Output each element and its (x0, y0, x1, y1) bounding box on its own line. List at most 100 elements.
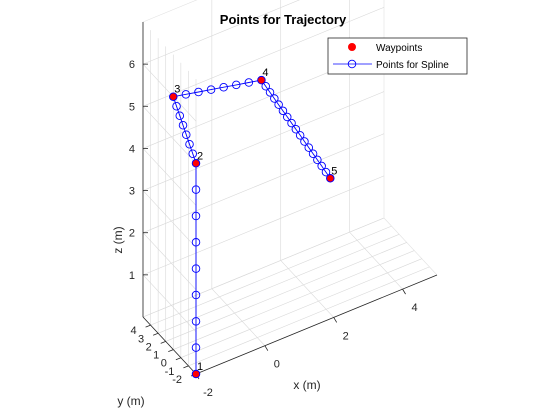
axes-layer (142, 22, 438, 375)
spline-point (300, 137, 309, 146)
z-tick-label: 1 (129, 270, 135, 282)
y-axis-label: y (m) (117, 394, 144, 408)
y-tick-label: 1 (153, 350, 159, 362)
y-tick-label: 0 (161, 358, 167, 370)
spline-line (172, 79, 331, 374)
waypoint-marker (169, 92, 178, 101)
y-tick-label: -2 (172, 374, 182, 386)
x-tick-mark (264, 345, 269, 351)
y-tick-mark (175, 357, 182, 361)
waypoint-marker (326, 174, 335, 183)
y-tick-mark (145, 324, 151, 328)
y-tick-mark (183, 365, 189, 369)
gridline-z (142, 0, 300, 65)
waypoint-marker (192, 159, 200, 168)
x-tick-label: -2 (203, 387, 213, 399)
gridline-x (211, 288, 266, 346)
gridline-x (349, 231, 403, 290)
waypoint-label: 4 (262, 67, 268, 79)
spline-point (219, 82, 228, 92)
waypoint-label: 3 (174, 84, 180, 96)
waypoint-label: 1 (197, 361, 203, 373)
z-tick-label: 2 (129, 228, 135, 240)
gridline-y (188, 266, 430, 367)
spline-point (308, 149, 318, 158)
gridline-y (180, 258, 422, 358)
spline-point (295, 131, 305, 140)
x-axis-line (195, 274, 438, 375)
gridline-z (142, 7, 385, 107)
spline-point (182, 130, 191, 140)
legend-waypoints-marker (347, 43, 356, 52)
spline-point (287, 118, 296, 128)
spline-point (191, 290, 201, 300)
box-edge (142, 0, 198, 23)
waypoint-label: 5 (331, 165, 337, 177)
spline-point (231, 80, 241, 90)
series-layer (169, 75, 335, 379)
spline-point (191, 185, 201, 194)
x-tick-label: 2 (343, 330, 349, 342)
waypoint-marker (192, 370, 200, 378)
z-axis-label: z (m) (111, 226, 125, 253)
x-tick-mark (402, 288, 406, 295)
gridline-z (142, 106, 197, 164)
waypoint-label: 2 (197, 150, 203, 162)
spline-point (278, 106, 288, 116)
y-tick-label: 4 (130, 325, 136, 337)
legend-waypoints-label: Waypoints (376, 43, 422, 54)
y-tick-label: 3 (138, 333, 144, 345)
x-tick-label: 4 (412, 302, 418, 314)
spline-point (270, 94, 279, 103)
legend-spline-label: Points for Spline (376, 60, 449, 71)
y-tick-mark (160, 341, 166, 344)
x-axis-label: x (m) (293, 378, 320, 392)
spline-point (191, 343, 201, 352)
spline-point (261, 82, 270, 91)
gridline-y (165, 242, 407, 342)
gridline-z (142, 190, 197, 248)
z-tick-label: 4 (129, 143, 135, 155)
spline-point (191, 211, 201, 221)
gridline-z (142, 175, 385, 276)
spline-point (317, 161, 326, 171)
legend-spline-marker (347, 59, 357, 69)
legend: Waypoints Points for Spline (327, 37, 468, 75)
y-tick-mark (152, 332, 159, 336)
spline-point (291, 124, 301, 134)
waypoint-marker (257, 76, 266, 85)
spline-point (185, 140, 194, 149)
y-axis-line (142, 316, 197, 375)
y-tick-label: -1 (165, 366, 175, 378)
spline-point (283, 112, 292, 122)
spline-point (244, 78, 254, 87)
spline-point (178, 120, 188, 130)
spline-point (194, 87, 203, 97)
spline-point (265, 88, 275, 97)
gridline-y (173, 250, 415, 350)
z-tick-label: 6 (129, 59, 135, 71)
gridline-z (142, 274, 197, 333)
spline-point (321, 167, 331, 177)
x-tick-label: 0 (274, 359, 280, 371)
labels-layer: 1 2 3 4 5 (174, 67, 337, 373)
box-edge (383, 217, 438, 276)
gridline-z (142, 148, 197, 206)
gridline-z (142, 133, 385, 233)
spline-point (181, 90, 191, 99)
spline-point (191, 317, 201, 326)
spline-point (172, 101, 181, 111)
spline-point (313, 155, 322, 165)
chart-title: Points for Trajectory (220, 12, 347, 27)
gridline-x (280, 260, 334, 318)
gridline-y (158, 234, 400, 334)
spline-point (206, 85, 216, 94)
gridline-z (142, 63, 197, 122)
spline-point (175, 111, 185, 120)
spline-point (188, 149, 198, 159)
gridline-z (142, 91, 385, 191)
gridline-z (142, 217, 385, 318)
spline-point (191, 264, 201, 273)
